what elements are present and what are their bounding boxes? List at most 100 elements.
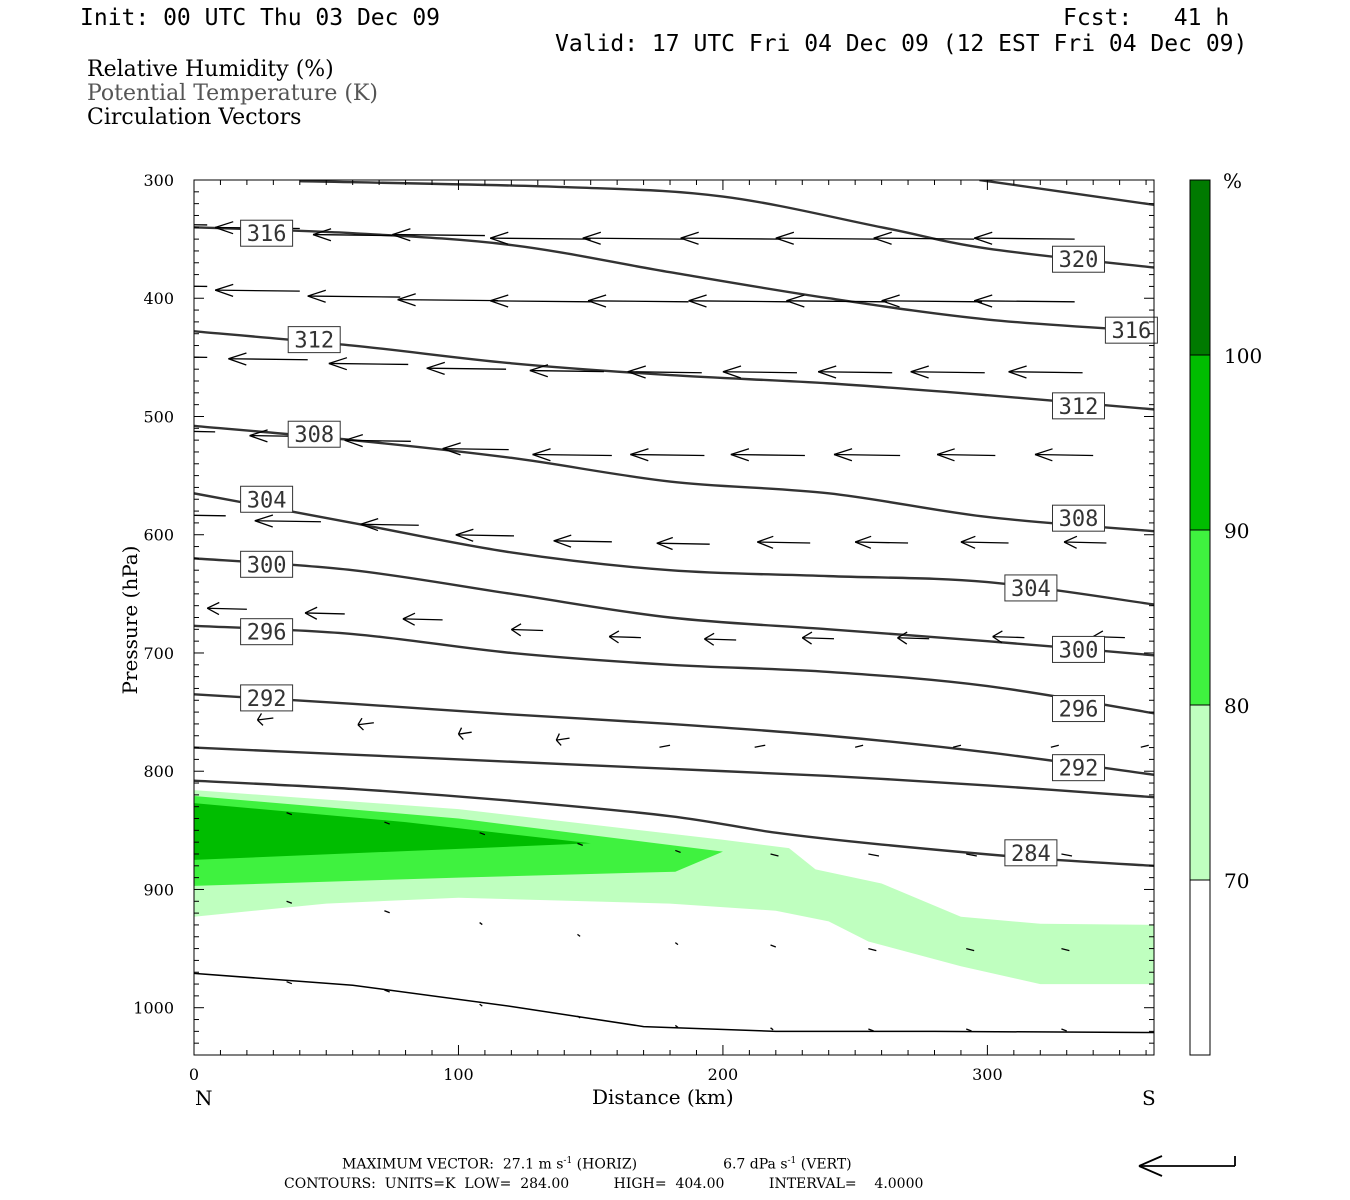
circulation-vector: [680, 231, 782, 245]
circulation-vector: [801, 631, 835, 645]
circulation-vector: [966, 947, 975, 952]
circulation-vector: [730, 448, 805, 462]
axis-labels: 300 400 500 600 700 800 900 1000 0 100 200 300: [133, 171, 1002, 1084]
colorbar-unit: %: [1223, 169, 1242, 193]
contour-label: 316: [240, 219, 294, 247]
circulation-vector: [966, 1028, 972, 1032]
y-tick-label: 300: [143, 171, 174, 190]
y-axis-title: Pressure (hPa): [118, 545, 142, 695]
contour-label: 292: [1052, 754, 1106, 782]
circulation-vector: [194, 356, 208, 359]
contour-label: 320: [1052, 245, 1106, 273]
contour-label: 296: [240, 618, 294, 646]
circulation-vector: [479, 1003, 483, 1007]
circulation-vector: [286, 900, 293, 904]
circulation-vector: [770, 944, 777, 948]
colorbar-segment: [1189, 879, 1211, 1056]
circulation-vector: [1061, 1028, 1067, 1032]
circulation-vector: [397, 293, 499, 307]
circulation-vector: [817, 365, 893, 379]
theta-contour-line: [194, 557, 1154, 657]
circulation-vector: [775, 231, 877, 245]
theta-contour-line: [194, 330, 1154, 411]
contour-label: 296: [1052, 695, 1106, 723]
colorbar-level-label: 80: [1224, 694, 1249, 718]
circulation-vector: [897, 631, 930, 645]
circulation-vector: [973, 294, 1075, 308]
circulation-vector: [1061, 853, 1073, 857]
svg-text:304: 304: [1011, 577, 1051, 602]
circulation-vector: [479, 922, 483, 926]
circulation-vector: [442, 442, 509, 456]
svg-text:296: 296: [1059, 698, 1099, 723]
colorbar-level-label: 90: [1224, 519, 1249, 543]
circulation-vector: [392, 228, 485, 242]
circulation-vector: [630, 448, 705, 462]
circulation-vector: [384, 989, 390, 993]
circulation-vector: [960, 535, 1009, 549]
x-axis-title: Distance (km): [592, 1085, 734, 1109]
axis-ticks: [194, 179, 1154, 1056]
circulation-vector: [510, 623, 544, 637]
circulation-vector: [854, 535, 909, 549]
theta-contour-line: [194, 226, 1154, 333]
forecast-hour: Fcst: 41 h: [1063, 5, 1230, 31]
circulation-vector: [479, 832, 486, 836]
circulation-vector: [532, 448, 612, 462]
contours-info: CONTOURS: UNITS=K LOW= 284.00 HIGH= 404.…: [284, 1176, 924, 1192]
theta-contour-line: [299, 180, 1154, 269]
circulation-vector: [384, 821, 390, 825]
circulation-vector: [868, 1028, 874, 1032]
reference-vector-arrow: [1138, 1155, 1236, 1177]
theta-contours: [194, 180, 1154, 868]
contour-label: 308: [1052, 504, 1106, 532]
contour-label: 304: [240, 485, 294, 513]
circulation-vector: [402, 612, 443, 626]
circulation-vector: [992, 630, 1025, 644]
contour-label: 312: [1052, 392, 1106, 420]
circulation-vector: [770, 853, 779, 857]
theta-contour-line: [979, 180, 1154, 207]
circulation-vector: [936, 448, 996, 462]
circulation-vector: [627, 365, 702, 379]
circulation-vector: [659, 744, 671, 748]
svg-text:308: 308: [1059, 507, 1099, 532]
circulation-vector: [214, 283, 300, 297]
circulation-vector: [228, 352, 308, 366]
circulation-vector: [910, 365, 985, 379]
circulation-vector: [674, 942, 679, 946]
circulation-vector: [881, 294, 983, 308]
max-vector-text: MAXIMUM VECTOR: 27.1 m s-1 (HORIZ) 6.7 dP…: [342, 1156, 852, 1173]
y-tick-label: 600: [143, 526, 174, 545]
right-endpoint-label: S: [1142, 1086, 1156, 1110]
y-tick-label: 400: [143, 289, 174, 308]
circulation-vector: [674, 1024, 679, 1028]
circulation-vector: [868, 947, 877, 952]
circulation-vectors: [194, 221, 1149, 1032]
circulation-vector: [704, 632, 737, 646]
theta-contour-line: [194, 746, 1154, 799]
surface-line: [194, 972, 1154, 1034]
circulation-vector: [1061, 947, 1070, 952]
circulation-vector: [873, 231, 975, 245]
contour-label: 316: [1104, 316, 1158, 344]
rh-region-90-100: [194, 803, 591, 860]
circulation-vector: [307, 289, 401, 303]
circulation-vector: [966, 853, 977, 857]
svg-text:316: 316: [247, 222, 287, 247]
contour-label: 300: [1052, 635, 1106, 663]
colorbar: % 70 80 90 100: [1189, 169, 1262, 1056]
circulation-vector: [688, 294, 790, 308]
svg-text:300: 300: [247, 553, 287, 578]
svg-text:308: 308: [294, 423, 334, 448]
x-tick-label: 300: [972, 1065, 1003, 1084]
circulation-vector: [608, 630, 641, 644]
circulation-vector: [286, 981, 293, 985]
svg-text:292: 292: [247, 687, 287, 712]
field-title-rh: Relative Humidity (%): [87, 57, 334, 82]
contour-label: 292: [240, 684, 294, 712]
circulation-vector: [553, 534, 612, 548]
circulation-vector: [757, 535, 811, 549]
contour-label: 284: [1004, 839, 1058, 867]
